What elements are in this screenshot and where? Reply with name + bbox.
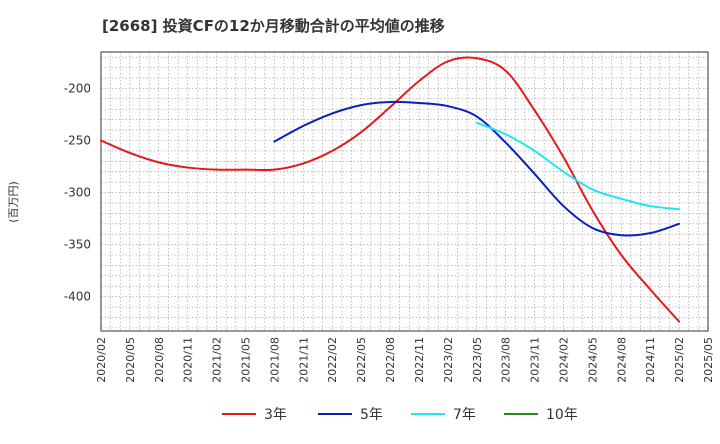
legend-label-3: 10年 <box>546 407 578 423</box>
x-tick-label: 2023/02 <box>442 337 455 383</box>
x-tick-label: 2022/02 <box>326 337 339 383</box>
x-tick-label: 2020/11 <box>182 337 195 383</box>
y-tick-label: -200 <box>64 81 91 95</box>
x-tick-label: 2024/05 <box>586 337 599 383</box>
x-tick-label: 2021/08 <box>268 337 281 383</box>
x-tick-label: 2020/05 <box>124 337 137 383</box>
legend-label-0: 3年 <box>264 407 287 423</box>
plot-area-background <box>101 52 708 331</box>
y-tick-label: -250 <box>64 133 91 147</box>
y-tick-label: -400 <box>64 290 91 304</box>
series-lines <box>100 56 681 323</box>
x-tick-label: 2022/11 <box>413 337 426 383</box>
y-tick-labels: -200 -250 -300 -350 -400 <box>64 81 91 303</box>
x-tick-label: 2023/11 <box>529 337 542 383</box>
y-tick-label: -300 <box>64 186 91 200</box>
x-tick-label: 2021/02 <box>211 337 224 383</box>
x-tick-label: 2025/02 <box>673 337 686 383</box>
x-tick-label: 2020/02 <box>95 337 108 383</box>
y-axis-label: (百万円) <box>7 181 20 223</box>
y-tick-label: -350 <box>64 238 91 252</box>
x-tick-label: 2023/08 <box>500 337 513 383</box>
series-line-0 <box>100 56 681 323</box>
chart-title: [2668] 投資CFの12か月移動合計の平均値の推移 <box>102 17 445 35</box>
x-tick-label: 2022/05 <box>355 337 368 383</box>
x-tick-label: 2024/11 <box>644 337 657 383</box>
legend-label-2: 7年 <box>453 407 476 423</box>
series-line-1 <box>273 100 681 237</box>
x-tick-label: 2023/05 <box>471 337 484 383</box>
x-tick-label: 2025/05 <box>702 337 715 383</box>
series-line-2 <box>475 121 681 211</box>
x-tick-label: 2022/08 <box>384 337 397 383</box>
x-tick-label: 2021/05 <box>240 337 253 383</box>
x-tick-label: 2021/11 <box>297 337 310 383</box>
x-tick-label: 2024/02 <box>557 337 570 383</box>
x-gridlines <box>110 52 699 331</box>
legend-label-1: 5年 <box>360 407 383 423</box>
x-tick-labels: 2020/02 2020/05 2020/08 2020/11 2021/02 2021/… <box>95 337 715 383</box>
x-tick-label: 2020/08 <box>153 337 166 383</box>
plot-area-frame <box>100 51 709 332</box>
x-tick-label: 2024/08 <box>615 337 628 383</box>
chart-legend: 3年 5年 7年 10年 <box>222 407 578 423</box>
